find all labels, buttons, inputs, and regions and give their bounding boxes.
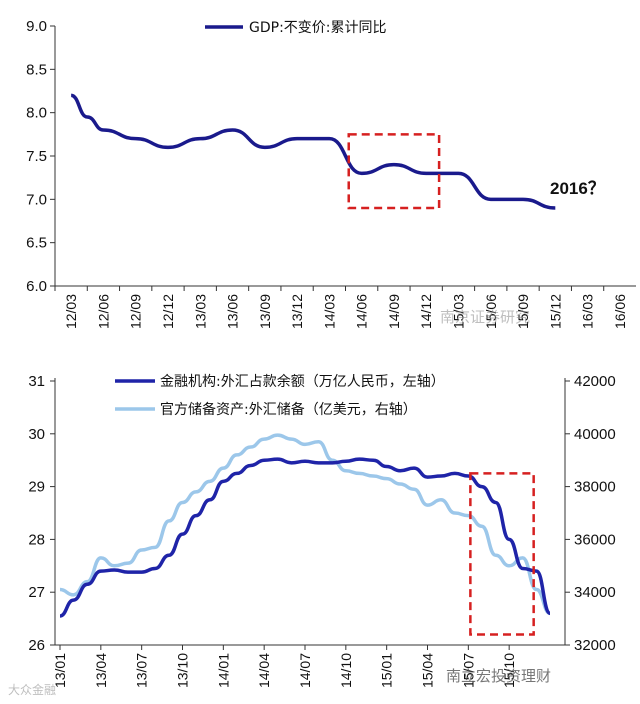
- fx-legend-label-1: 金融机构:外汇占款余额（万亿人民币，左轴）: [160, 373, 445, 390]
- fx-left-tick-label: 31: [28, 373, 45, 390]
- gdp-y-tick-label: 8.5: [26, 61, 47, 78]
- fx-left-tick-label: 30: [28, 426, 45, 443]
- gdp-x-tick-label: 15/06: [483, 294, 499, 329]
- fx-x-tick-label: 13/01: [52, 653, 68, 688]
- fx-legend-label-2: 官方储备资产:外汇储备（亿美元，右轴）: [160, 401, 417, 418]
- fx-reserves-line: [59, 433, 551, 616]
- fx-x-tick-label: 13/04: [93, 653, 109, 688]
- gdp-y-tick-label: 9.0: [26, 18, 47, 35]
- fx-x-tick-label: 14/10: [338, 653, 354, 688]
- gdp-y-tick-label: 7.5: [26, 148, 47, 165]
- gdp-2016-annotation: 2016？: [550, 179, 605, 198]
- gdp-x-tick-label: 15/12: [547, 294, 563, 329]
- gdp-y-tick-label: 8.0: [26, 105, 47, 122]
- gdp-x-tick-label: 13/12: [289, 294, 305, 329]
- gdp-x-tick-label: 13/03: [192, 294, 208, 329]
- fx-x-tick-label: 15/04: [420, 653, 436, 688]
- gdp-x-tick-label: 12/12: [160, 294, 176, 329]
- gdp-x-tick-label: 13/06: [225, 294, 241, 329]
- fx-x-tick-label: 13/10: [175, 653, 191, 688]
- fx-funds-line: [59, 457, 552, 618]
- gdp-x-tick-label: 16/06: [612, 294, 628, 329]
- gdp-chart: 6.0 6.5 7.0 7.5 8.0 8.5 9.0 12/03 12/06 12/09 12/…: [26, 18, 636, 329]
- gdp-highlight-box: [347, 133, 441, 210]
- fx-x-tick-label: 13/07: [134, 653, 150, 688]
- gdp-x-tick-label: 14/12: [418, 294, 434, 329]
- gdp-x-tick-label: 15/03: [450, 294, 466, 329]
- gdp-y-tick-label: 6.0: [26, 278, 47, 295]
- fx-highlight-box: [469, 472, 535, 636]
- gdp-x-tick-label: 12/09: [128, 294, 144, 329]
- gdp-x-tick-label: 15/09: [515, 294, 531, 329]
- fx-left-tick-label: 26: [28, 637, 45, 654]
- fx-right-tick-label: 32000: [574, 637, 616, 654]
- gdp-x-tick-label: 12/06: [95, 294, 111, 329]
- fx-x-tick-label: 14/07: [297, 653, 313, 688]
- gdp-legend-label: GDP:不变价:累计同比: [249, 20, 387, 36]
- fx-left-tick-label: 27: [28, 584, 45, 601]
- gdp-x-tick-label: 13/09: [257, 294, 273, 329]
- fx-left-tick-label: 29: [28, 479, 45, 496]
- bottom-watermark: 南立宏投资理财: [446, 667, 551, 685]
- top-watermark: 南京证券研究: [440, 308, 530, 326]
- fx-x-tick-label: 15/01: [379, 653, 395, 688]
- fx-chart: 26 27 28 29 30 31 32000 34000 36000 38000 40000 42…: [8, 373, 616, 697]
- gdp-x-tick-label: 12/03: [63, 294, 79, 329]
- gdp-series-line: [70, 93, 556, 210]
- gdp-y-tick-label: 7.0: [26, 191, 47, 208]
- fx-left-tick-label: 28: [28, 531, 45, 548]
- fx-right-tick-label: 34000: [574, 584, 616, 601]
- fx-right-tick-label: 36000: [574, 531, 616, 548]
- gdp-x-tick-label: 14/03: [321, 294, 337, 329]
- fx-right-tick-label: 40000: [574, 426, 616, 443]
- gdp-x-tick-label: 16/03: [580, 294, 596, 329]
- fx-x-tick-label: 14/04: [256, 653, 272, 688]
- fx-x-tick-label: 14/01: [215, 653, 231, 688]
- fx-right-tick-label: 38000: [574, 479, 616, 496]
- fx-right-tick-label: 42000: [574, 373, 616, 390]
- fx-x-tick-label: 15/10: [501, 653, 517, 688]
- fx-x-tick-label: 15/07: [460, 653, 476, 688]
- bottom-left-watermark: 大众金融: [8, 682, 56, 697]
- gdp-y-tick-label: 6.5: [26, 235, 47, 252]
- gdp-x-tick-label: 14/06: [354, 294, 370, 329]
- gdp-x-tick-label: 14/09: [386, 294, 402, 329]
